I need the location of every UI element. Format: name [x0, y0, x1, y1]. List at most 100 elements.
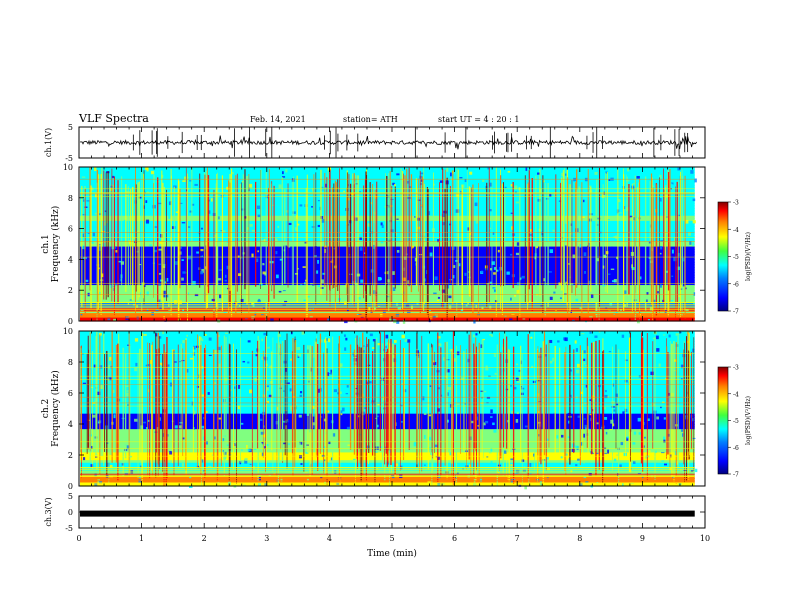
ch1-colorbar: -3 -4 -5 -6 -7 log(PSD)(V²/Hz) [717, 200, 752, 316]
spectrogram-speckle [417, 354, 420, 358]
spectrogram-speckle [489, 333, 493, 336]
spectrogram-speckle [583, 475, 587, 480]
spectrogram-speckle [298, 414, 302, 418]
spectrogram-speckle [238, 304, 241, 307]
spectrogram-speckle [494, 372, 497, 375]
spectrogram-speckle [407, 280, 410, 284]
spectrogram-speckle [181, 462, 185, 467]
spectrogram-speckle [382, 310, 386, 314]
spectrogram-speckle [159, 362, 163, 367]
spectrogram-speckle [158, 336, 162, 339]
spectrogram-speckle [82, 214, 86, 216]
spectrogram-speckle [330, 369, 333, 374]
spectrogram-speckle [179, 360, 182, 363]
spectrogram-speckle [370, 269, 374, 273]
spectrogram-speckle [241, 449, 243, 451]
spectrogram-speckle [369, 333, 373, 337]
spectrogram-band [80, 313, 695, 317]
spectrogram-speckle [395, 296, 397, 300]
spectrogram-speckle [583, 252, 587, 257]
colorbar-tick-label: -7 [733, 472, 739, 479]
spectrogram-speckle [389, 316, 393, 321]
spectrogram-speckle [518, 376, 522, 381]
spectrogram-speckle [663, 394, 666, 398]
spectrogram-speckle [637, 417, 642, 422]
spectrogram-speckle [315, 270, 319, 274]
spectrogram-speckle [80, 353, 84, 355]
spectrogram-speckle [510, 297, 512, 301]
spectrogram-speckle [323, 418, 326, 422]
spectrogram-speckle [189, 399, 193, 402]
spectrogram-speckle [182, 340, 185, 344]
spectrogram-speckle [691, 381, 695, 383]
spectrogram-speckle [101, 230, 105, 233]
spectrogram-speckle [86, 342, 90, 346]
spectrogram-speckle [475, 333, 478, 336]
spectrogram-speckle [210, 441, 214, 444]
spectrogram-speckle [482, 179, 485, 183]
spectrogram-speckle [622, 411, 625, 415]
spectrogram-speckle [262, 307, 265, 310]
spectrogram-speckle [486, 283, 490, 285]
spectrogram-speckle [149, 295, 152, 300]
spectrogram-speckle [266, 387, 269, 391]
spectrogram-speckle [558, 464, 561, 469]
spectrogram-speckle [416, 303, 419, 305]
spectrogram-speckle [311, 413, 315, 417]
spectrogram-speckle [447, 302, 451, 305]
spectrogram-speckle [279, 387, 283, 389]
spectrogram-speckle [242, 360, 246, 363]
spectrogram-speckle [86, 237, 89, 241]
spectrogram-speckle [671, 249, 674, 254]
spectrogram-speckle [188, 405, 193, 409]
spectrogram-speckle [420, 182, 423, 186]
spectrogram-speckle [377, 276, 381, 281]
spectrogram-speckle [276, 406, 280, 411]
spectrogram-speckle [104, 210, 107, 212]
spectrogram-speckle [584, 177, 588, 182]
spectrogram-speckle [155, 309, 159, 312]
spectrogram-speckle [488, 281, 492, 284]
spectrogram-speckle [262, 271, 266, 275]
x-tick-label: 3 [264, 534, 269, 543]
spectrogram-speckle [668, 366, 671, 371]
spectrogram-speckle [192, 427, 195, 430]
spectrogram-speckle [299, 204, 303, 207]
spectrogram-speckle [646, 292, 649, 295]
spectrogram-speckle [184, 176, 186, 181]
spectrogram-speckle [256, 258, 259, 263]
spectrogram-speckle [98, 213, 102, 216]
spectrogram-speckle [590, 294, 594, 299]
spectrogram-speckle [98, 246, 101, 251]
spectrogram-speckle [159, 254, 162, 257]
spectrogram-speckle [619, 170, 623, 175]
spectrogram-speckle [407, 310, 411, 315]
spectrogram-speckle [297, 353, 302, 357]
spectrogram-speckle [275, 251, 278, 255]
spectrogram-speckle [93, 382, 95, 387]
spectrogram-speckle [95, 456, 98, 458]
spectrogram-speckle [491, 261, 495, 265]
spectrogram-speckle [186, 369, 189, 373]
spectrogram-speckle [174, 416, 177, 420]
spectrogram-speckle [270, 318, 274, 322]
spectrogram-speckle [548, 271, 552, 273]
spectrogram-speckle [127, 404, 129, 406]
spectrogram-speckle [556, 262, 559, 267]
spectrogram-speckle [489, 227, 491, 230]
y-axis-label: Frequency (kHz) [50, 206, 61, 283]
spectrogram-speckle [596, 422, 599, 425]
x-tick-label: 5 [389, 534, 394, 543]
spectrogram-speckle [271, 260, 275, 264]
ch1-waveform-line [79, 135, 697, 150]
spectrogram-speckle [618, 199, 621, 203]
spectrogram-speckle [564, 283, 567, 288]
spectrogram-speckle [93, 364, 97, 368]
spectrogram-speckle [304, 472, 308, 474]
spectrogram-speckle [437, 239, 439, 243]
spectrogram-speckle [111, 175, 115, 179]
spectrogram-speckle [80, 342, 83, 346]
spectrogram-speckle [196, 465, 200, 469]
spectrogram-speckle [133, 385, 137, 387]
spectrogram-speckle [266, 284, 269, 287]
